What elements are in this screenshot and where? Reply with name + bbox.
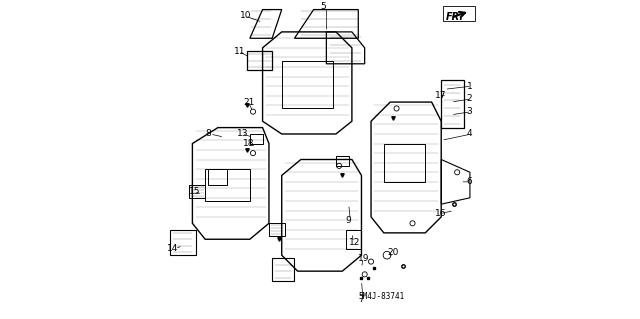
Bar: [250, 134, 262, 144]
Text: 15: 15: [189, 187, 201, 196]
Bar: [189, 185, 205, 198]
Bar: [205, 169, 250, 201]
Text: FR.: FR.: [446, 11, 464, 22]
Text: 11: 11: [234, 47, 245, 56]
Text: 1: 1: [467, 82, 472, 91]
Text: 5: 5: [320, 2, 326, 11]
Text: 10: 10: [240, 11, 252, 20]
Text: 17: 17: [435, 91, 446, 100]
Bar: [384, 144, 425, 182]
Bar: [443, 6, 475, 21]
Text: 19: 19: [358, 254, 370, 263]
Text: 5M4J-83741: 5M4J-83741: [358, 292, 404, 301]
Bar: [170, 230, 196, 255]
Text: 12: 12: [349, 238, 360, 247]
Bar: [336, 156, 349, 166]
Text: 14: 14: [167, 244, 179, 253]
Bar: [272, 258, 294, 281]
Text: 6: 6: [467, 177, 472, 186]
Text: 18: 18: [243, 139, 255, 148]
Text: 16: 16: [435, 209, 446, 218]
Text: 7: 7: [358, 295, 364, 304]
Text: 13: 13: [237, 130, 248, 138]
Text: 20: 20: [387, 248, 398, 256]
Bar: [346, 230, 362, 249]
Text: 2: 2: [467, 94, 472, 103]
Text: 3: 3: [467, 107, 472, 116]
Text: 9: 9: [346, 216, 351, 225]
Text: 8: 8: [205, 130, 211, 138]
Text: 4: 4: [467, 130, 472, 138]
Bar: [282, 61, 333, 108]
Bar: [269, 223, 285, 236]
Bar: [209, 169, 227, 185]
Text: 21: 21: [243, 98, 255, 107]
